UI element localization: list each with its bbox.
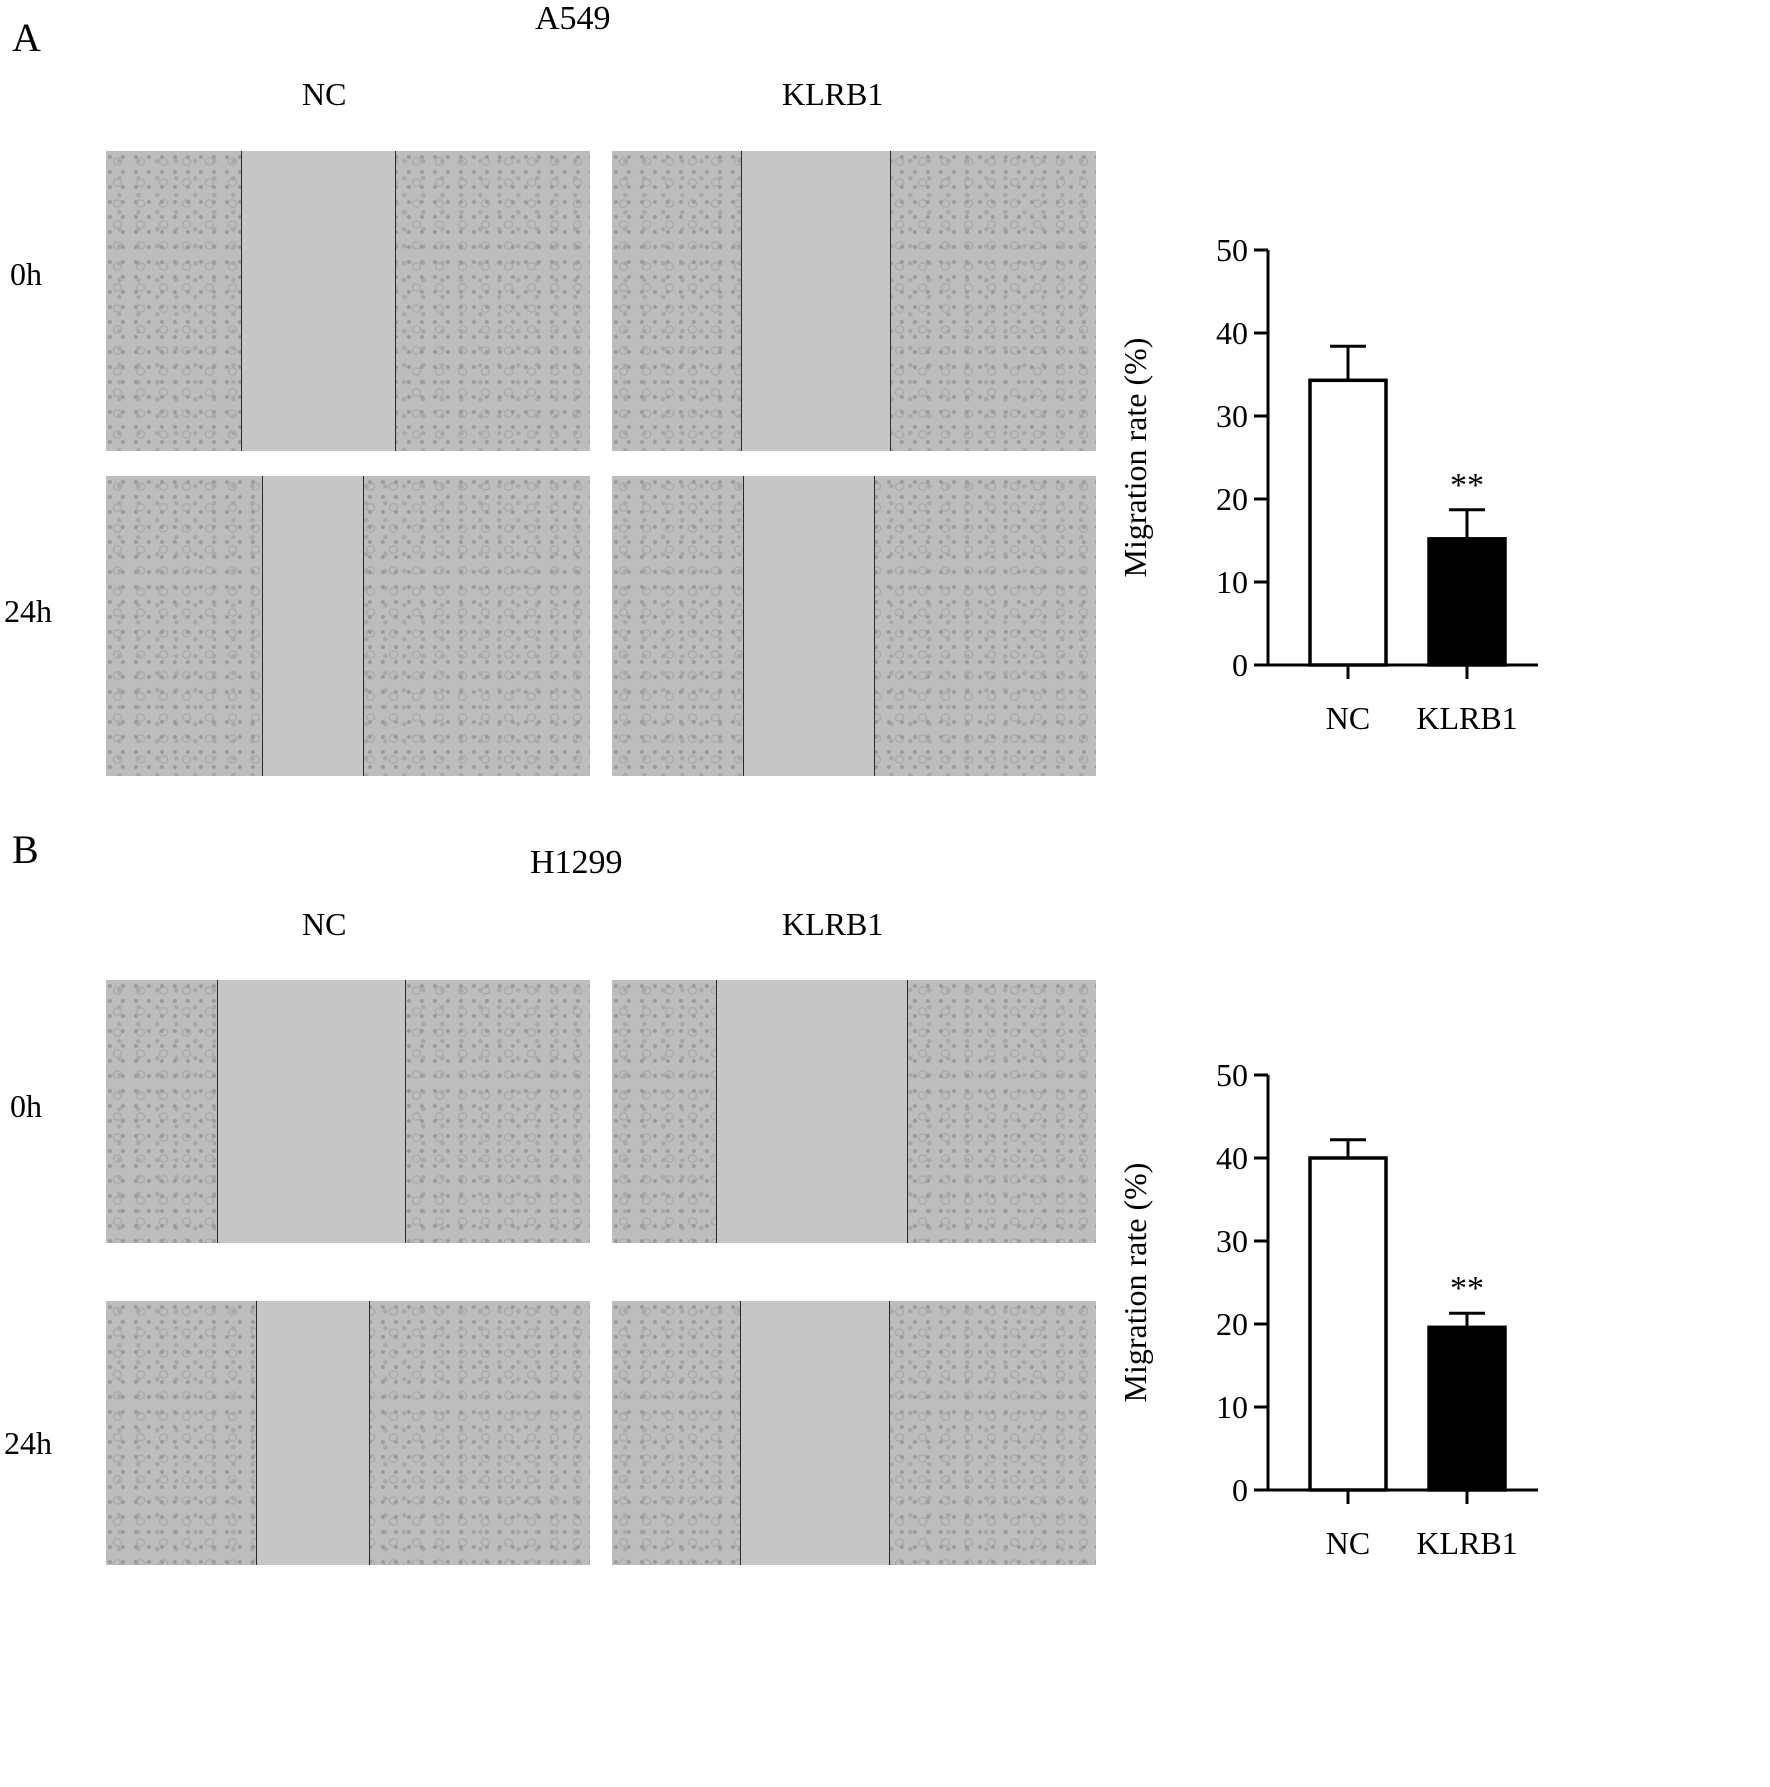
chart-b-y-tick-label: 50 — [1216, 1057, 1248, 1093]
chart-b-y-tick-label: 30 — [1216, 1223, 1248, 1259]
chart-b-y-tick-label: 40 — [1216, 1140, 1248, 1176]
chart-a-y-tick-label: 10 — [1216, 564, 1248, 600]
chart-a-y-tick-label: 50 — [1216, 232, 1248, 268]
micrograph-a-klrb1-0h — [612, 151, 1096, 451]
bar-chart-b: 0 10 20 30 40 50 Migration rate (%) NC KLRB1 ** — [1117, 1057, 1538, 1561]
chart-b-x-tick-label-nc: NC — [1326, 1525, 1370, 1561]
chart-a-x-tick-label-klrb1: KLRB1 — [1416, 700, 1517, 736]
micrograph-b-nc-24h — [106, 1301, 590, 1565]
chart-a-y-tick-label: 40 — [1216, 315, 1248, 351]
row-label-24h-b: 24h — [4, 1425, 52, 1461]
chart-b-y-tick-label: 0 — [1232, 1472, 1248, 1508]
micrograph-b-klrb1-0h — [612, 980, 1096, 1243]
chart-a-bar-nc — [1308, 378, 1388, 667]
chart-b-significance-label: ** — [1450, 1270, 1484, 1307]
row-label-0h-b: 0h — [10, 1088, 42, 1124]
column-label-nc-b: NC — [302, 906, 347, 942]
cell-line-title-a: A549 — [535, 0, 611, 37]
chart-a-y-tick-label: 30 — [1216, 398, 1248, 434]
micrograph-a-nc-24h — [106, 476, 590, 776]
chart-b-bar-klrb1 — [1427, 1325, 1507, 1492]
column-label-klrb1-b: KLRB1 — [782, 906, 884, 942]
row-label-0h-a: 0h — [10, 256, 42, 292]
chart-b-y-tick-label: 10 — [1216, 1389, 1248, 1425]
micrograph-b-nc-0h — [106, 980, 590, 1243]
chart-a-bar-klrb1 — [1427, 537, 1507, 667]
chart-b-x-tick-label-klrb1: KLRB1 — [1416, 1525, 1517, 1561]
row-label-24h-a: 24h — [4, 593, 52, 629]
cell-line-title-b: H1299 — [530, 844, 623, 881]
chart-a-significance-label: ** — [1450, 467, 1484, 504]
chart-b-y-tick-label: 20 — [1216, 1306, 1248, 1342]
column-label-klrb1-a: KLRB1 — [782, 76, 884, 112]
panel-letter-a: A — [12, 15, 41, 60]
bar-chart-a: 0 10 20 30 40 50 Migration rate (%) NC KLRB1 ** — [1117, 232, 1538, 736]
chart-a-x-tick-label-nc: NC — [1326, 700, 1370, 736]
panel-letter-b: B — [12, 827, 39, 872]
chart-b-y-axis-label: Migration rate (%) — [1117, 1163, 1153, 1403]
chart-a-y-tick-label: 0 — [1232, 647, 1248, 683]
micrograph-b-klrb1-24h — [612, 1301, 1096, 1565]
column-label-nc-a: NC — [302, 76, 347, 112]
micrograph-a-nc-0h — [106, 151, 590, 451]
micrograph-a-klrb1-24h — [612, 476, 1096, 776]
chart-b-bar-nc — [1308, 1156, 1388, 1492]
chart-a-y-axis-label: Migration rate (%) — [1117, 338, 1153, 578]
chart-a-y-tick-label: 20 — [1216, 481, 1248, 517]
